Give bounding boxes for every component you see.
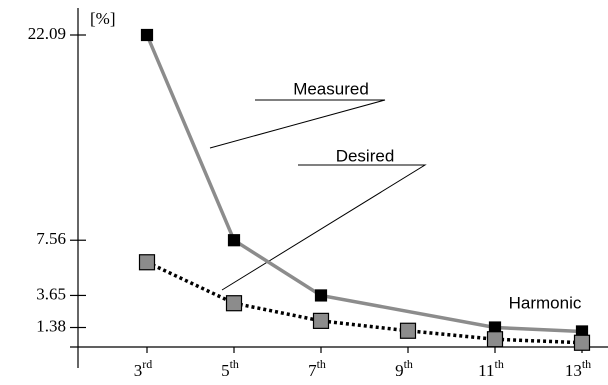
annotation: Measured <box>293 79 369 98</box>
marker <box>140 28 154 42</box>
x-tick-label: 13th <box>565 357 591 380</box>
y-axis-label: [%] <box>90 9 115 28</box>
annotation: Desired <box>336 146 395 165</box>
x-tick-label: 9th <box>395 357 413 380</box>
marker <box>312 312 330 329</box>
marker <box>573 334 591 351</box>
y-tick-label: 22.09 <box>28 24 66 43</box>
y-tick-label: 3.65 <box>36 284 66 303</box>
marker <box>138 254 156 271</box>
marker <box>314 289 328 302</box>
y-tick-label: 7.56 <box>36 229 66 248</box>
marker <box>399 322 417 339</box>
x-axis-label: Harmonic <box>509 293 582 312</box>
series-line <box>146 260 583 345</box>
annotation-pointer <box>221 164 427 291</box>
y-tick-label: 1.38 <box>36 316 66 335</box>
annotation-pointer <box>209 99 386 149</box>
marker <box>486 331 504 348</box>
x-tick-label: 11th <box>478 357 504 380</box>
x-tick-label: 7th <box>308 357 326 380</box>
marker <box>225 295 243 312</box>
x-tick-label: 5th <box>221 357 239 380</box>
x-tick-label: 3rd <box>134 357 153 380</box>
marker <box>227 234 241 247</box>
